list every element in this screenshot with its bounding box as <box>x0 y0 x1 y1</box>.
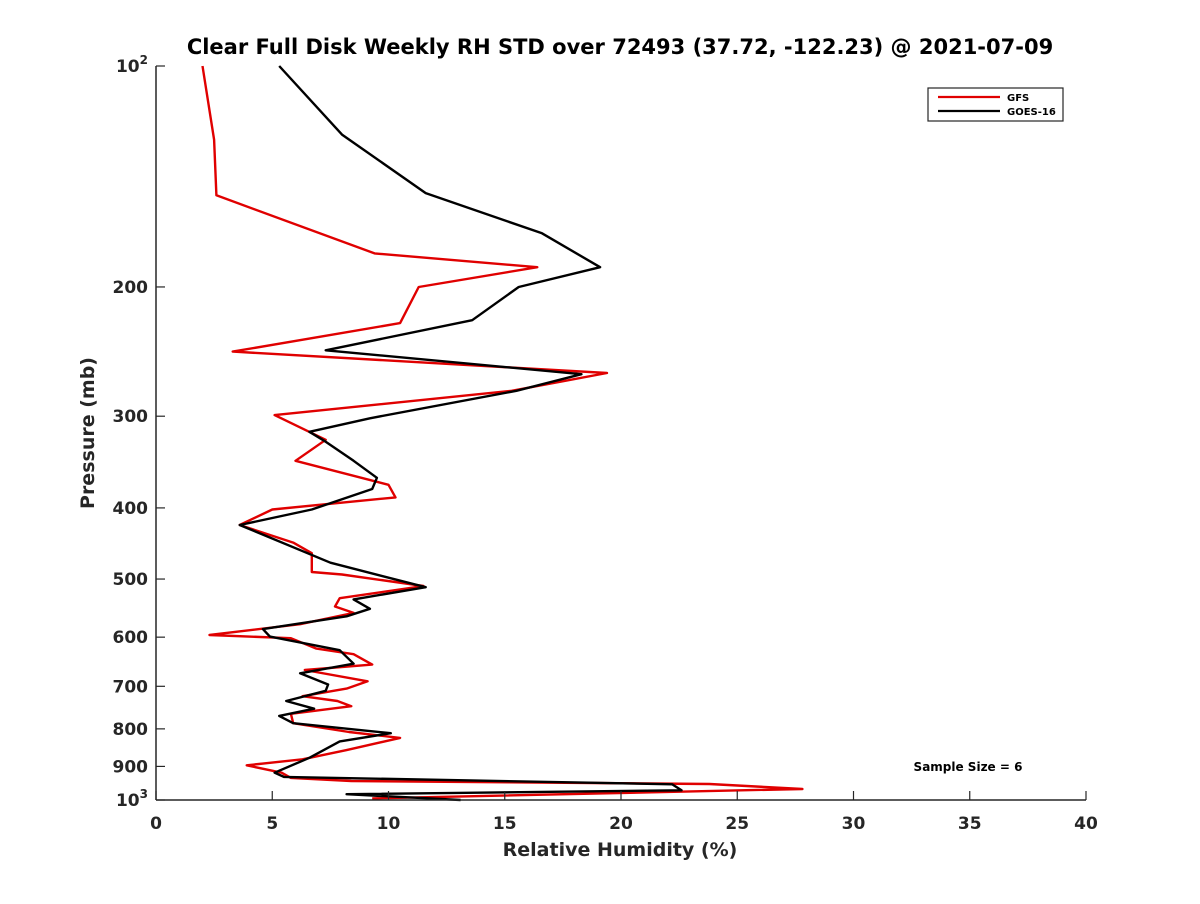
y-axis-label: Pressure (mb) <box>77 357 99 509</box>
x-tick-label: 0 <box>150 814 162 834</box>
y-tick-label: 500 <box>113 570 149 590</box>
y-tick-label: 103 <box>116 787 148 811</box>
chart-title: Clear Full Disk Weekly RH STD over 72493… <box>187 35 1053 59</box>
x-axis: 0 5 10 15 20 25 30 35 40 <box>150 791 1098 834</box>
y-tick-label: 300 <box>113 407 149 427</box>
legend-box <box>927 87 1064 122</box>
series-line-goes16 <box>238 65 683 802</box>
x-axis-label: Relative Humidity (%) <box>503 839 738 861</box>
x-tick-label: 5 <box>266 814 278 834</box>
y-axis: 102 200 300 400 500 600 700 800 900 103 <box>113 53 165 811</box>
legend-label-goes16: GOES-16 <box>1007 107 1056 118</box>
y-tick-label: 600 <box>113 628 149 648</box>
sample-size-annotation: Sample Size = 6 <box>914 760 1023 774</box>
x-tick-label: 15 <box>493 814 517 834</box>
x-tick-label: 35 <box>958 814 982 834</box>
plot-area <box>201 65 804 802</box>
x-tick-label: 10 <box>377 814 401 834</box>
y-tick-label: 800 <box>113 720 149 740</box>
legend-label-gfs: GFS <box>1007 93 1029 104</box>
y-tick-label: 200 <box>113 278 149 298</box>
y-tick-label: 400 <box>113 499 149 519</box>
legend: GFS GOES-16 <box>927 87 1064 122</box>
x-tick-label: 30 <box>842 814 866 834</box>
x-tick-label: 40 <box>1074 814 1098 834</box>
x-tick-label: 20 <box>609 814 633 834</box>
y-tick-label: 900 <box>113 757 149 777</box>
y-tick-label: 700 <box>113 677 149 697</box>
x-tick-label: 25 <box>725 814 749 834</box>
y-tick-label: 102 <box>116 53 148 77</box>
